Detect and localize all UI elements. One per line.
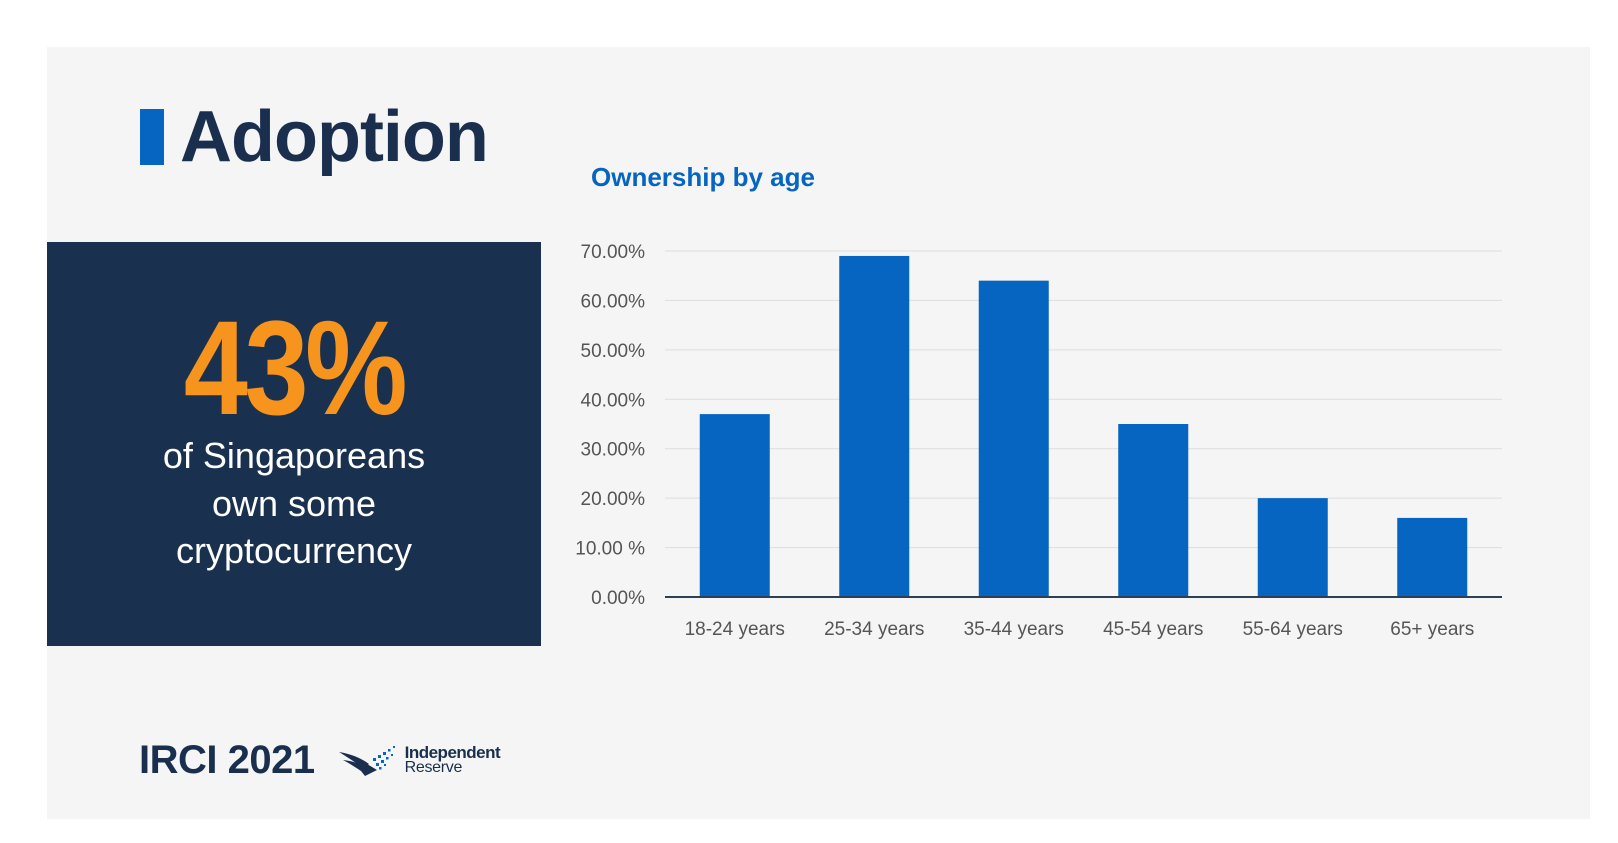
y-tick-label: 0.00% (591, 588, 645, 609)
stat-value: 43% (183, 294, 408, 443)
x-tick-label: 18-24 years (685, 619, 785, 640)
page-header: Adoption (140, 97, 489, 177)
bar (1118, 424, 1189, 597)
bar (978, 280, 1049, 597)
bar (1257, 498, 1328, 597)
eagle-wing-icon (338, 746, 395, 776)
bar (839, 255, 910, 597)
y-tick-label: 40.00% (581, 390, 646, 411)
y-tick-label: 20.00% (581, 489, 646, 510)
y-tick-label: 70.00% (581, 242, 646, 263)
stat-caption-line-2: own some (211, 483, 377, 524)
page-title: Adoption (180, 97, 489, 177)
brand-logo: Independent Reserve (337, 740, 501, 780)
bar-chart: 0.00% 10.00 % 20.00% 30.00% 40.00% 50.00% 60.0… (575, 242, 1502, 640)
report-label: IRCI 2021 (139, 737, 315, 782)
x-tick-label: 45-54 years (1103, 619, 1203, 640)
x-tick-label: 55-64 years (1243, 619, 1343, 640)
chart-title: Ownership by age (591, 162, 815, 192)
bar (699, 414, 770, 597)
x-tick-label: 25-34 years (824, 619, 924, 640)
logo-wordmark: Independent Reserve (404, 743, 501, 776)
y-tick-label: 30.00% (581, 440, 646, 461)
footer: IRCI 2021 (139, 735, 501, 785)
x-tick-label: 35-44 years (964, 619, 1064, 640)
logo-line-1: Independent (404, 743, 501, 762)
x-tick-label: 65+ years (1390, 619, 1474, 640)
y-tick-label: 10.00 % (575, 539, 645, 560)
stat-caption-line-3: cryptocurrency (175, 530, 413, 571)
y-tick-label: 50.00% (581, 341, 646, 362)
stat-caption-line-1: of Singaporeans (162, 435, 426, 476)
bar (1397, 517, 1468, 597)
title-accent-bar (140, 109, 164, 165)
infographic-panel: Adoption 43% of Singaporeans own some cr… (47, 47, 1590, 819)
logo-line-2: Reserve (404, 759, 463, 776)
stat-callout: 43% of Singaporeans own some cryptocurre… (47, 242, 541, 646)
y-tick-label: 60.00% (581, 291, 646, 312)
